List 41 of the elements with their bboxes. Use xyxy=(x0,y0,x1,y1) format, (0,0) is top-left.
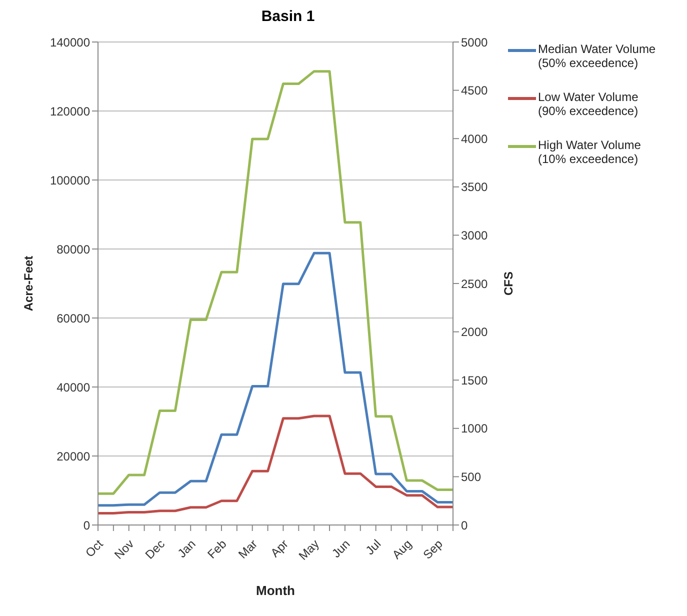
y-axis-title: Acre-Feet xyxy=(21,256,36,312)
x-tick-label: Mar xyxy=(236,536,260,562)
x-tick-label: Feb xyxy=(204,536,230,562)
y2-tick-label: 2500 xyxy=(461,276,488,291)
chart-title: Basin 1 xyxy=(260,8,316,27)
x-tick-label: May xyxy=(296,536,322,563)
y-tick-label: 120000 xyxy=(50,104,90,118)
y2-tick-label: 0 xyxy=(461,518,468,532)
line-series xyxy=(96,252,454,507)
line-series xyxy=(96,414,454,515)
x-tick-label: Apr xyxy=(268,536,291,560)
y-tick-label: 140000 xyxy=(50,35,90,50)
y-tick-label: 60000 xyxy=(56,311,90,326)
x-tick-label: Jul xyxy=(362,536,384,558)
legend-label: High Water Volume (10% exceedence) xyxy=(538,138,642,166)
x-tick-label: Jan xyxy=(174,536,198,560)
y2-tick-label: 4500 xyxy=(461,84,488,98)
y-tick-label: 20000 xyxy=(56,449,90,464)
legend-label: Median Water Volume (50% exceedence) xyxy=(538,42,657,70)
x-tick-label: Jun xyxy=(329,536,353,560)
y-tick-label: 100000 xyxy=(50,173,90,188)
y2-tick-label: 4000 xyxy=(461,132,488,146)
x-tick-label: Oct xyxy=(82,536,106,560)
y2-axis-title: CFS xyxy=(501,272,516,296)
y2-tick-label: 5000 xyxy=(461,35,488,50)
x-tick-label: Sep xyxy=(420,536,446,562)
legend-label: Low Water Volume (90% exceedence) xyxy=(538,90,640,118)
y2-tick-label: 3500 xyxy=(461,180,488,194)
x-tick-label: Aug xyxy=(389,536,414,562)
y-tick-label: 80000 xyxy=(56,242,90,256)
y2-tick-label: 2000 xyxy=(461,325,488,340)
x-tick-label: Nov xyxy=(112,536,137,562)
x-tick-label: Dec xyxy=(142,536,168,562)
y-tick-label: 40000 xyxy=(56,380,90,394)
y2-tick-label: 3000 xyxy=(461,228,488,242)
y2-tick-label: 1500 xyxy=(461,373,488,388)
y-tick-label: 0 xyxy=(83,518,90,532)
line-series xyxy=(96,70,454,495)
y2-tick-label: 1000 xyxy=(461,422,488,436)
y2-tick-label: 500 xyxy=(461,470,482,484)
x-axis-title: Month xyxy=(256,583,296,598)
